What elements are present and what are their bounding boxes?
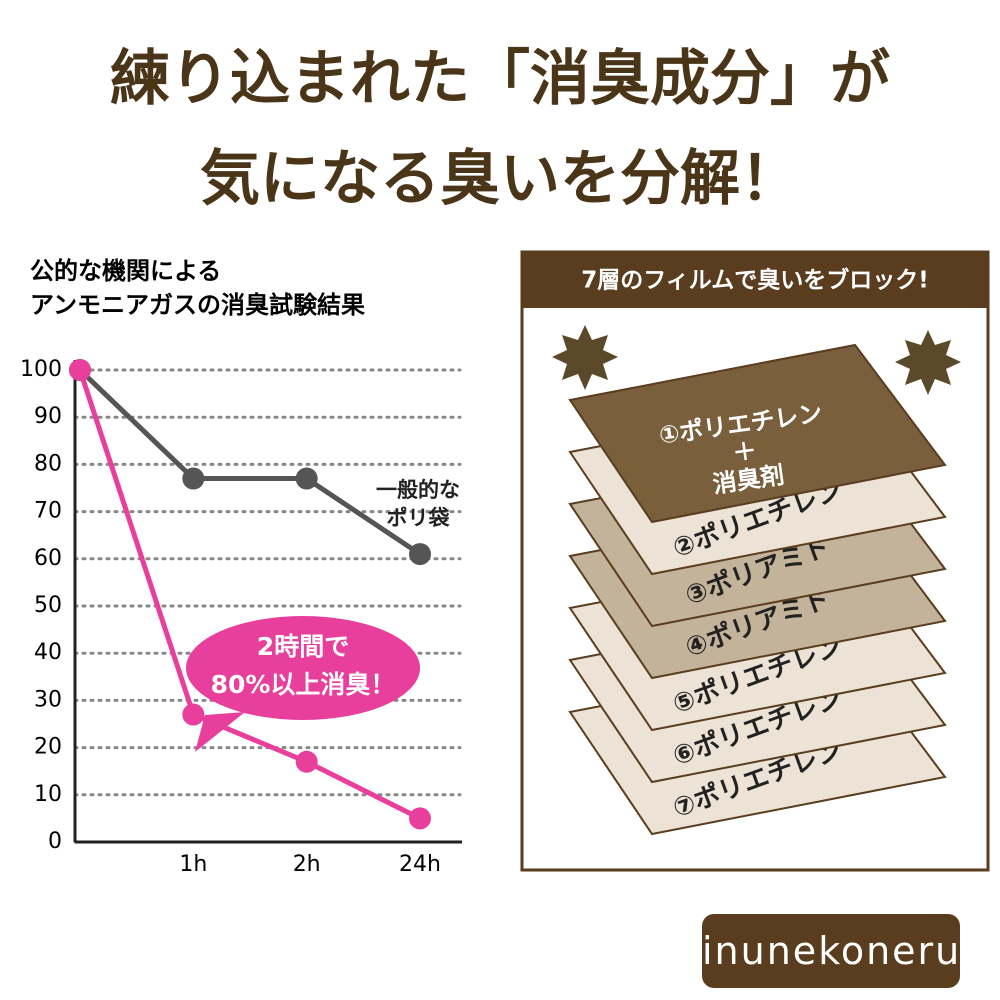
y-tick-label: 30 (34, 687, 62, 712)
brand-logo: inunekoneru (702, 914, 960, 988)
y-tick-label: 50 (34, 593, 62, 618)
annotation: 2時間で (257, 632, 349, 661)
x-tick-label: 2h (293, 852, 321, 877)
x-tick-label: 24h (399, 852, 441, 877)
data-point (182, 703, 205, 726)
series-line (77, 369, 422, 821)
data-point (69, 359, 91, 381)
headline: 練り込まれた「消臭成分」が (110, 44, 890, 114)
x-tick-label: 1h (179, 852, 207, 877)
headline: 気になる臭いを分解！ (200, 144, 800, 214)
odor-icon (552, 325, 961, 395)
y-tick-label: 20 (34, 735, 62, 760)
data-point (409, 807, 431, 830)
layer-label: ＋ (731, 436, 759, 467)
chart-title: アンモニアガスの消臭試験結果 (30, 291, 365, 319)
callout (195, 712, 245, 752)
y-tick-label: 90 (34, 404, 62, 429)
y-tick-label: 0 (48, 829, 62, 854)
layers: ⑦ポリエチレン⑥ポリエチレン⑤ポリエチレン④ポリアミド③ポリアミド②ポリエチレン… (568, 343, 947, 836)
annotation: 80%以上消臭！ (211, 670, 396, 699)
y-tick-label: 100 (20, 357, 62, 382)
y-tick-label: 60 (34, 546, 62, 571)
data-point (409, 543, 431, 566)
data-point (182, 467, 205, 490)
series-label: 一般的なポリ袋 (376, 478, 460, 530)
panel-title: 7層のフィルムで臭いをブロック! (581, 267, 929, 294)
film-layer (568, 343, 947, 524)
panel-header (522, 252, 988, 308)
y-tick-label: 10 (34, 782, 62, 807)
data-point (295, 467, 318, 490)
data-point (295, 750, 318, 773)
y-tick-label: 70 (34, 499, 62, 524)
y-tick-label: 40 (34, 640, 62, 665)
chart-title: 公的な機関による (30, 257, 221, 285)
callout (186, 616, 420, 720)
series-line (78, 368, 422, 557)
y-tick-label: 80 (34, 451, 62, 476)
